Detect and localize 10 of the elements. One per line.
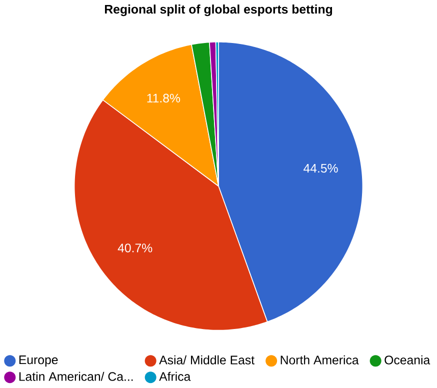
chart-title: Regional split of global esports betting xyxy=(104,4,332,16)
legend-label: Europe xyxy=(19,355,58,366)
data-label: 44.5% xyxy=(304,164,338,172)
legend-label: Oceania xyxy=(384,355,430,364)
data-label: 11.8% xyxy=(147,94,180,102)
legend-label: Africa xyxy=(159,372,191,381)
data-label: 40.7% xyxy=(118,243,152,252)
legend-label: Asia/ Middle East xyxy=(159,355,254,364)
legend-label: Latin American/ Ca... xyxy=(19,372,133,381)
legend-label: North America xyxy=(280,355,359,364)
